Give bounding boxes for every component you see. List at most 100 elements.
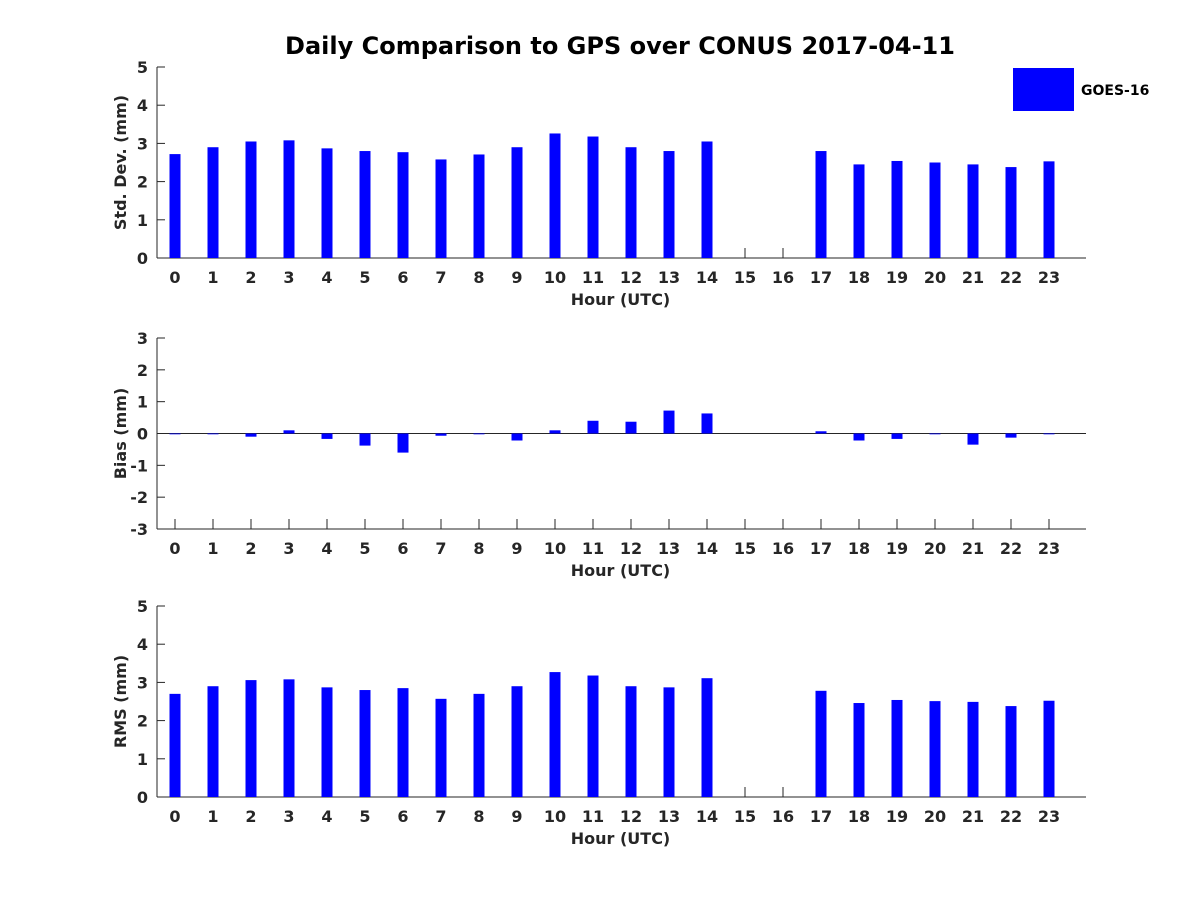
x-tick-label: 19 — [886, 807, 908, 826]
x-tick-label: 15 — [734, 807, 756, 826]
x-tick-label: 23 — [1038, 539, 1060, 558]
x-tick-label: 4 — [321, 807, 332, 826]
x-tick-label: 21 — [962, 807, 984, 826]
bar — [891, 160, 903, 258]
bar — [245, 433, 257, 437]
bar — [815, 151, 827, 258]
x-tick-label: 3 — [283, 539, 294, 558]
x-tick-label: 11 — [582, 268, 604, 287]
bar — [1005, 433, 1017, 438]
x-tick-label: 13 — [658, 807, 680, 826]
y-tick-label: 3 — [137, 134, 148, 153]
x-tick-label: 0 — [169, 268, 180, 287]
bar — [587, 420, 599, 434]
bar — [549, 133, 561, 258]
x-tick-label: 12 — [620, 268, 642, 287]
x-tick-label: 9 — [511, 539, 522, 558]
figure-title: Daily Comparison to GPS over CONUS 2017-… — [285, 32, 955, 60]
bar — [359, 433, 371, 446]
bar — [435, 698, 447, 797]
legend-label: GOES-16 — [1081, 83, 1149, 99]
bar — [663, 151, 675, 258]
x-tick-label: 11 — [582, 807, 604, 826]
bar — [245, 141, 257, 258]
bar — [549, 430, 561, 434]
x-tick-label: 20 — [924, 268, 946, 287]
x-tick-label: 13 — [658, 268, 680, 287]
x-tick-label: 0 — [169, 539, 180, 558]
x-tick-label: 1 — [207, 539, 218, 558]
x-tick-label: 8 — [473, 539, 484, 558]
bar — [473, 433, 485, 435]
x-tick-label: 6 — [397, 268, 408, 287]
y-axis-label: RMS (mm) — [111, 655, 130, 748]
x-tick-label: 15 — [734, 268, 756, 287]
x-tick-label: 5 — [359, 807, 370, 826]
bar — [1005, 706, 1017, 797]
bar — [701, 678, 713, 797]
bar — [929, 162, 941, 258]
y-tick-label: 0 — [137, 249, 148, 268]
bar — [815, 431, 827, 434]
x-tick-label: 2 — [245, 539, 256, 558]
bar — [397, 688, 409, 797]
y-tick-label: 2 — [137, 361, 148, 380]
x-tick-label: 5 — [359, 268, 370, 287]
bar — [625, 147, 637, 258]
bar — [891, 699, 903, 797]
x-tick-label: 6 — [397, 807, 408, 826]
bar — [169, 693, 181, 797]
y-tick-label: 0 — [137, 788, 148, 807]
x-tick-label: 16 — [772, 807, 794, 826]
x-tick-label: 5 — [359, 539, 370, 558]
bar — [1043, 433, 1055, 435]
y-tick-label: 4 — [137, 635, 148, 654]
x-tick-label: 22 — [1000, 539, 1022, 558]
x-tick-label: 17 — [810, 268, 832, 287]
x-tick-label: 7 — [435, 268, 446, 287]
bar — [853, 433, 865, 441]
bar — [207, 433, 219, 435]
bar — [663, 687, 675, 797]
bar — [853, 703, 865, 797]
y-tick-label: 2 — [137, 712, 148, 731]
x-tick-label: 23 — [1038, 807, 1060, 826]
y-tick-label: 5 — [137, 597, 148, 616]
x-tick-label: 18 — [848, 268, 870, 287]
x-axis-label: Hour (UTC) — [571, 561, 671, 580]
bar — [283, 430, 295, 434]
x-tick-label: 18 — [848, 539, 870, 558]
x-axis-label: Hour (UTC) — [571, 829, 671, 848]
x-tick-label: 22 — [1000, 268, 1022, 287]
bar — [1043, 161, 1055, 258]
x-tick-label: 8 — [473, 807, 484, 826]
y-tick-label: 3 — [137, 673, 148, 692]
x-tick-label: 16 — [772, 539, 794, 558]
y-tick-label: -3 — [130, 520, 148, 539]
x-tick-label: 17 — [810, 539, 832, 558]
x-tick-label: 7 — [435, 539, 446, 558]
x-tick-label: 9 — [511, 268, 522, 287]
bar — [359, 690, 371, 797]
bar — [625, 421, 637, 434]
bar — [169, 154, 181, 258]
y-tick-label: 1 — [137, 211, 148, 230]
x-tick-label: 20 — [924, 539, 946, 558]
y-tick-label: 2 — [137, 173, 148, 192]
bar — [853, 164, 865, 258]
legend: GOES-16 — [1013, 68, 1149, 111]
bar — [359, 151, 371, 258]
bar — [207, 686, 219, 797]
bar — [473, 154, 485, 258]
x-tick-label: 1 — [207, 807, 218, 826]
bar — [321, 148, 333, 258]
y-tick-label: -1 — [130, 456, 148, 475]
bar — [701, 141, 713, 258]
x-tick-label: 13 — [658, 539, 680, 558]
y-tick-label: 1 — [137, 393, 148, 412]
bar — [815, 690, 827, 797]
